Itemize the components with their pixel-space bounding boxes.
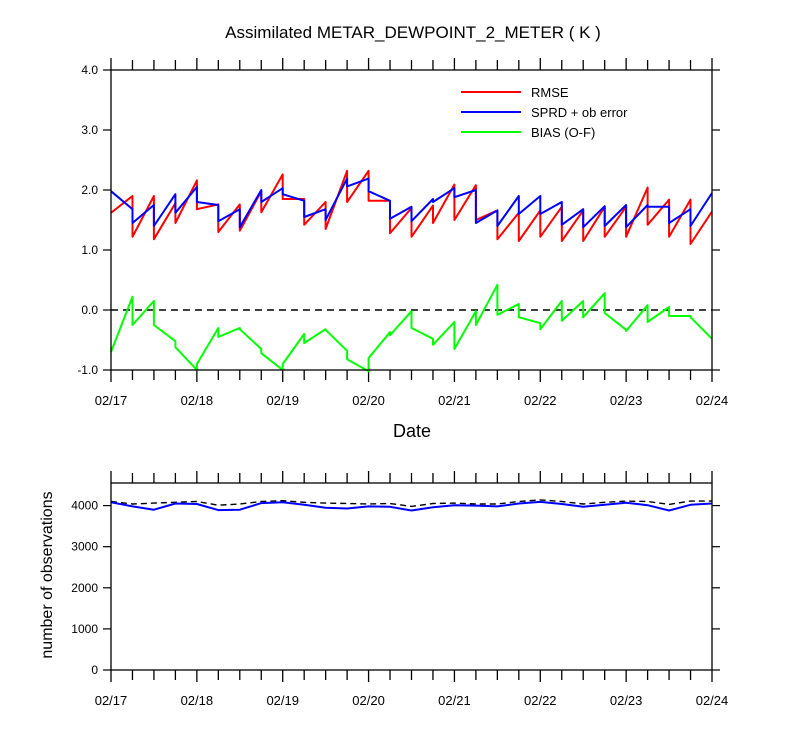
top-chart-ticks [103,58,720,382]
chart-title: Assimilated METAR_DEWPOINT_2_METER ( K ) [225,23,601,42]
series-possible [110,499,712,508]
series-assimilated [110,500,713,512]
y-tick-label: 1000 [71,622,98,636]
x-tick-label: 02/19 [266,393,299,408]
x-tick-label: 02/20 [352,393,385,408]
x-tick-label: 02/22 [524,693,557,708]
x-tick-label: 02/23 [610,693,643,708]
y-tick-label: 0.0 [81,303,98,317]
x-tick-label: 02/24 [696,693,729,708]
x-tick-label: 02/21 [438,393,471,408]
y-tick-label: 1.0 [81,243,98,257]
y-tick-label: 4000 [71,499,98,513]
y-tick-label: 3000 [71,540,98,554]
series-bias-o-f [110,283,713,373]
legend-label: SPRD + ob error [531,105,628,120]
y-tick-label: 2.0 [81,183,98,197]
rmse-bias-chart: Assimilated METAR_DEWPOINT_2_METER ( K )… [77,23,728,441]
y-tick-label: -1.0 [77,363,98,377]
legend-label: BIAS (O-F) [531,125,595,140]
x-tick-label: 02/18 [181,393,214,408]
bottom-plot-frame [110,482,713,671]
legend: RMSE SPRD + ob error BIAS (O-F) [461,85,628,140]
bottom-y-tick-labels: 0 1000 2000 3000 4000 [71,499,98,677]
x-tick-label: 02/17 [95,693,128,708]
bottom-chart-ticks [103,471,720,682]
x-tick-label: 02/22 [524,393,557,408]
top-chart-series [110,169,713,373]
x-tick-label: 02/24 [696,393,729,408]
legend-label: RMSE [531,85,569,100]
x-tick-label: 02/19 [266,693,299,708]
x-tick-label: 02/21 [438,693,471,708]
bottom-x-tick-labels: 02/17 02/18 02/19 02/20 02/21 02/22 02/23 02/24 [95,693,729,708]
y-tick-label: 0 [91,663,98,677]
x-axis-label: Date [393,421,431,441]
x-tick-label: 02/18 [181,693,214,708]
y-tick-label: 2000 [71,581,98,595]
series-sprd-ob-error [110,177,713,229]
top-y-tick-labels: -1.0 0.0 1.0 2.0 3.0 4.0 [77,63,98,377]
y-tick-label: 4.0 [81,63,98,77]
bottom-chart-series [110,499,713,512]
y-axis-label: number of observations [39,491,56,658]
y-tick-label: 3.0 [81,123,98,137]
x-tick-label: 02/23 [610,393,643,408]
top-x-tick-labels: 02/17 02/18 02/19 02/20 02/21 02/22 02/23 02/24 [95,393,729,408]
top-plot-frame [110,69,713,371]
x-tick-label: 02/20 [352,693,385,708]
x-tick-label: 02/17 [95,393,128,408]
